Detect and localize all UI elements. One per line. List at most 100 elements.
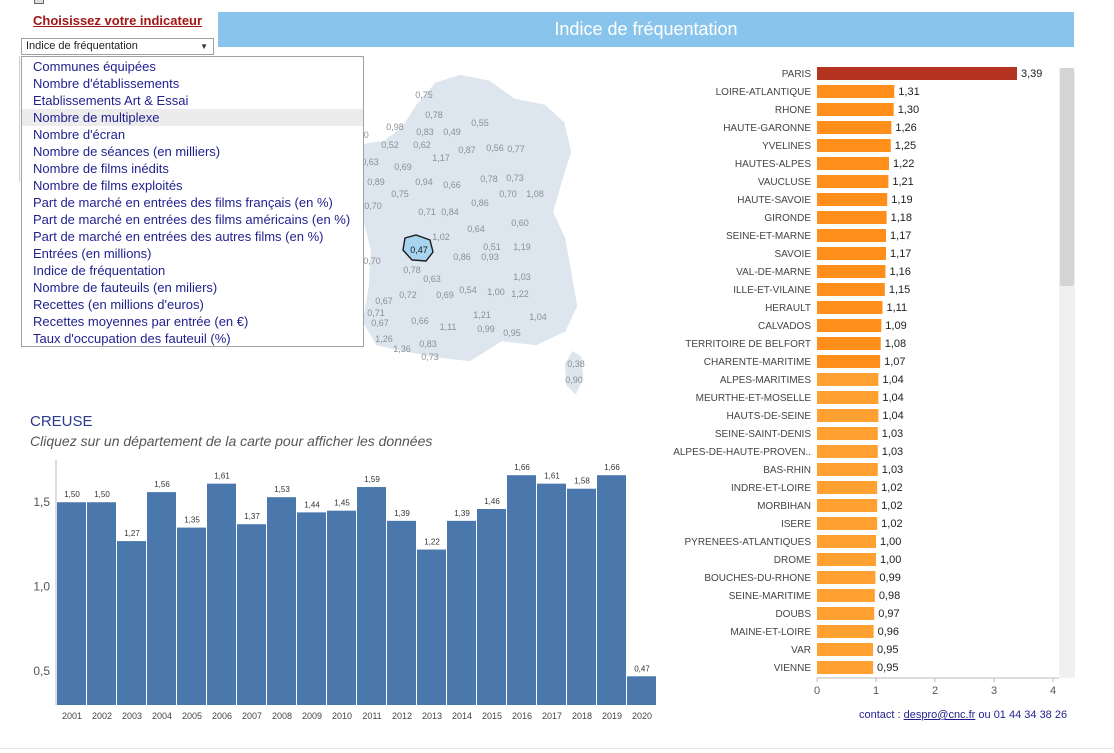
department-bar[interactable] [817,463,878,476]
department-bar[interactable] [817,301,883,314]
year-bar[interactable] [357,487,386,705]
department-label: VAR [791,645,811,656]
year-bar[interactable] [237,524,266,705]
department-bar[interactable] [817,643,874,656]
year-bar[interactable] [447,520,476,705]
year-bar[interactable] [417,549,446,705]
year-bar[interactable] [387,520,416,705]
department-bar[interactable] [817,85,895,98]
department-bar[interactable] [817,355,881,368]
year-bar[interactable] [87,502,116,705]
year-bar[interactable] [627,676,656,705]
year-bar[interactable] [267,497,296,705]
map-value-label: 0,90 [565,375,583,385]
year-bar[interactable] [327,510,356,705]
dropdown-option[interactable]: Nombre de fauteuils (en miliers) [33,280,218,295]
department-bar[interactable] [817,67,1018,80]
indicator-select[interactable]: Indice de fréquentation ▼ [21,38,214,55]
dropdown-option[interactable]: Nombre d'établissements [33,76,180,91]
year-bar[interactable] [567,488,596,705]
dropdown-option[interactable]: Part de marché en entrées des films amér… [33,212,351,227]
department-bar[interactable] [817,265,886,278]
department-bar[interactable] [817,409,879,422]
department-bar[interactable] [817,445,878,458]
contact-email-link[interactable]: despro@cnc.fr [903,709,976,721]
department-bar[interactable] [817,319,882,332]
year-bar[interactable] [507,475,536,705]
department-bar[interactable] [817,391,879,404]
dropdown-option[interactable]: Nombre d'écran [33,127,126,142]
map-value-label: 0,56 [486,143,504,153]
department-bar[interactable] [817,589,875,602]
department-bar[interactable] [817,247,887,260]
y-tick-label: 1,0 [33,580,50,594]
department-bar[interactable] [817,499,878,512]
year-bar[interactable] [207,483,236,705]
map-value-label: 0,69 [394,162,412,172]
scrollbar-thumb[interactable] [1060,68,1074,286]
dropdown-option[interactable]: Entrées (en millions) [33,246,152,261]
department-bar[interactable] [817,607,875,620]
dropdown-option[interactable]: Recettes (en millions d'euros) [33,297,204,312]
map-value-label: 1,26 [375,334,393,344]
map-value-label: 0,83 [419,339,437,349]
year-bar[interactable] [297,512,326,705]
department-bar[interactable] [817,283,885,296]
dropdown-option[interactable]: Taux d'occupation des fauteuil (%) [33,331,231,346]
map-corsica[interactable] [563,348,585,398]
y-tick-label: 0,5 [33,664,50,678]
dropdown-option[interactable]: Recettes moyennes par entrée (en €) [33,314,249,329]
dropdown-option[interactable]: Nombre de films inédits [33,161,169,176]
department-bar[interactable] [817,427,878,440]
dropdown-option[interactable]: Part de marché en entrées des autres fil… [33,229,324,244]
map-value-label: 0,62 [413,140,431,150]
dropdown-option[interactable]: Nombre de séances (en milliers) [33,144,221,159]
department-bar[interactable] [817,337,881,350]
department-bar[interactable] [817,103,894,116]
dropdown-option[interactable]: Etablissements Art & Essai [33,93,189,108]
department-bar[interactable] [817,625,874,638]
map-value-label: 0,70 [499,189,517,199]
department-bar[interactable] [817,517,878,530]
department-bar[interactable] [817,535,876,548]
dropdown-option[interactable]: Part de marché en entrées des films fran… [33,195,333,210]
department-bar[interactable] [817,175,889,188]
year-bar[interactable] [597,475,626,705]
map-value-label: 0,67 [371,318,389,328]
department-bar[interactable] [817,481,878,494]
department-bar-value: 1,22 [893,158,914,170]
department-bar[interactable] [817,211,887,224]
dropdown-option[interactable]: Indice de fréquentation [33,263,166,278]
dropdown-option[interactable]: Nombre de films exploités [33,178,183,193]
department-bar[interactable] [817,121,892,134]
department-bar[interactable] [817,571,876,584]
department-bar[interactable] [817,193,888,206]
department-bar[interactable] [817,229,887,242]
department-bar[interactable] [817,661,874,674]
france-map[interactable]: 0,75 0,78 0,55 0,98 0,83 0,49 0,90 0,52 0,62 0,87… [340,60,620,400]
dropdown-option[interactable]: Communes équipées [33,59,156,74]
department-bar-value: 1,30 [898,104,919,116]
department-bar[interactable] [817,139,891,152]
instruction-text: Cliquez sur un département de la carte p… [30,433,433,449]
department-bar[interactable] [817,157,889,170]
department-bar[interactable] [817,553,876,566]
map-value-label: 0,87 [458,145,476,155]
bar-value-label: 1,45 [334,499,350,508]
department-bar[interactable] [817,373,879,386]
department-bar-value: 1,04 [882,392,903,404]
department-label: PYRENEES-ATLANTIQUES [684,537,811,548]
year-bar[interactable] [147,492,176,705]
x-tick-label: 2002 [92,711,112,721]
department-bar-value: 1,09 [885,320,906,332]
year-bar[interactable] [477,509,506,705]
divider [0,748,1114,749]
map-selected-department[interactable] [402,234,434,262]
year-bar[interactable] [537,483,566,705]
year-bar[interactable] [177,527,206,705]
year-bar[interactable] [117,541,146,705]
dropdown-option[interactable]: Nombre de multiplexe [22,109,363,126]
map-value-label: 0,78 [403,265,421,275]
department-name: CREUSE [30,413,93,430]
year-bar[interactable] [57,502,86,705]
